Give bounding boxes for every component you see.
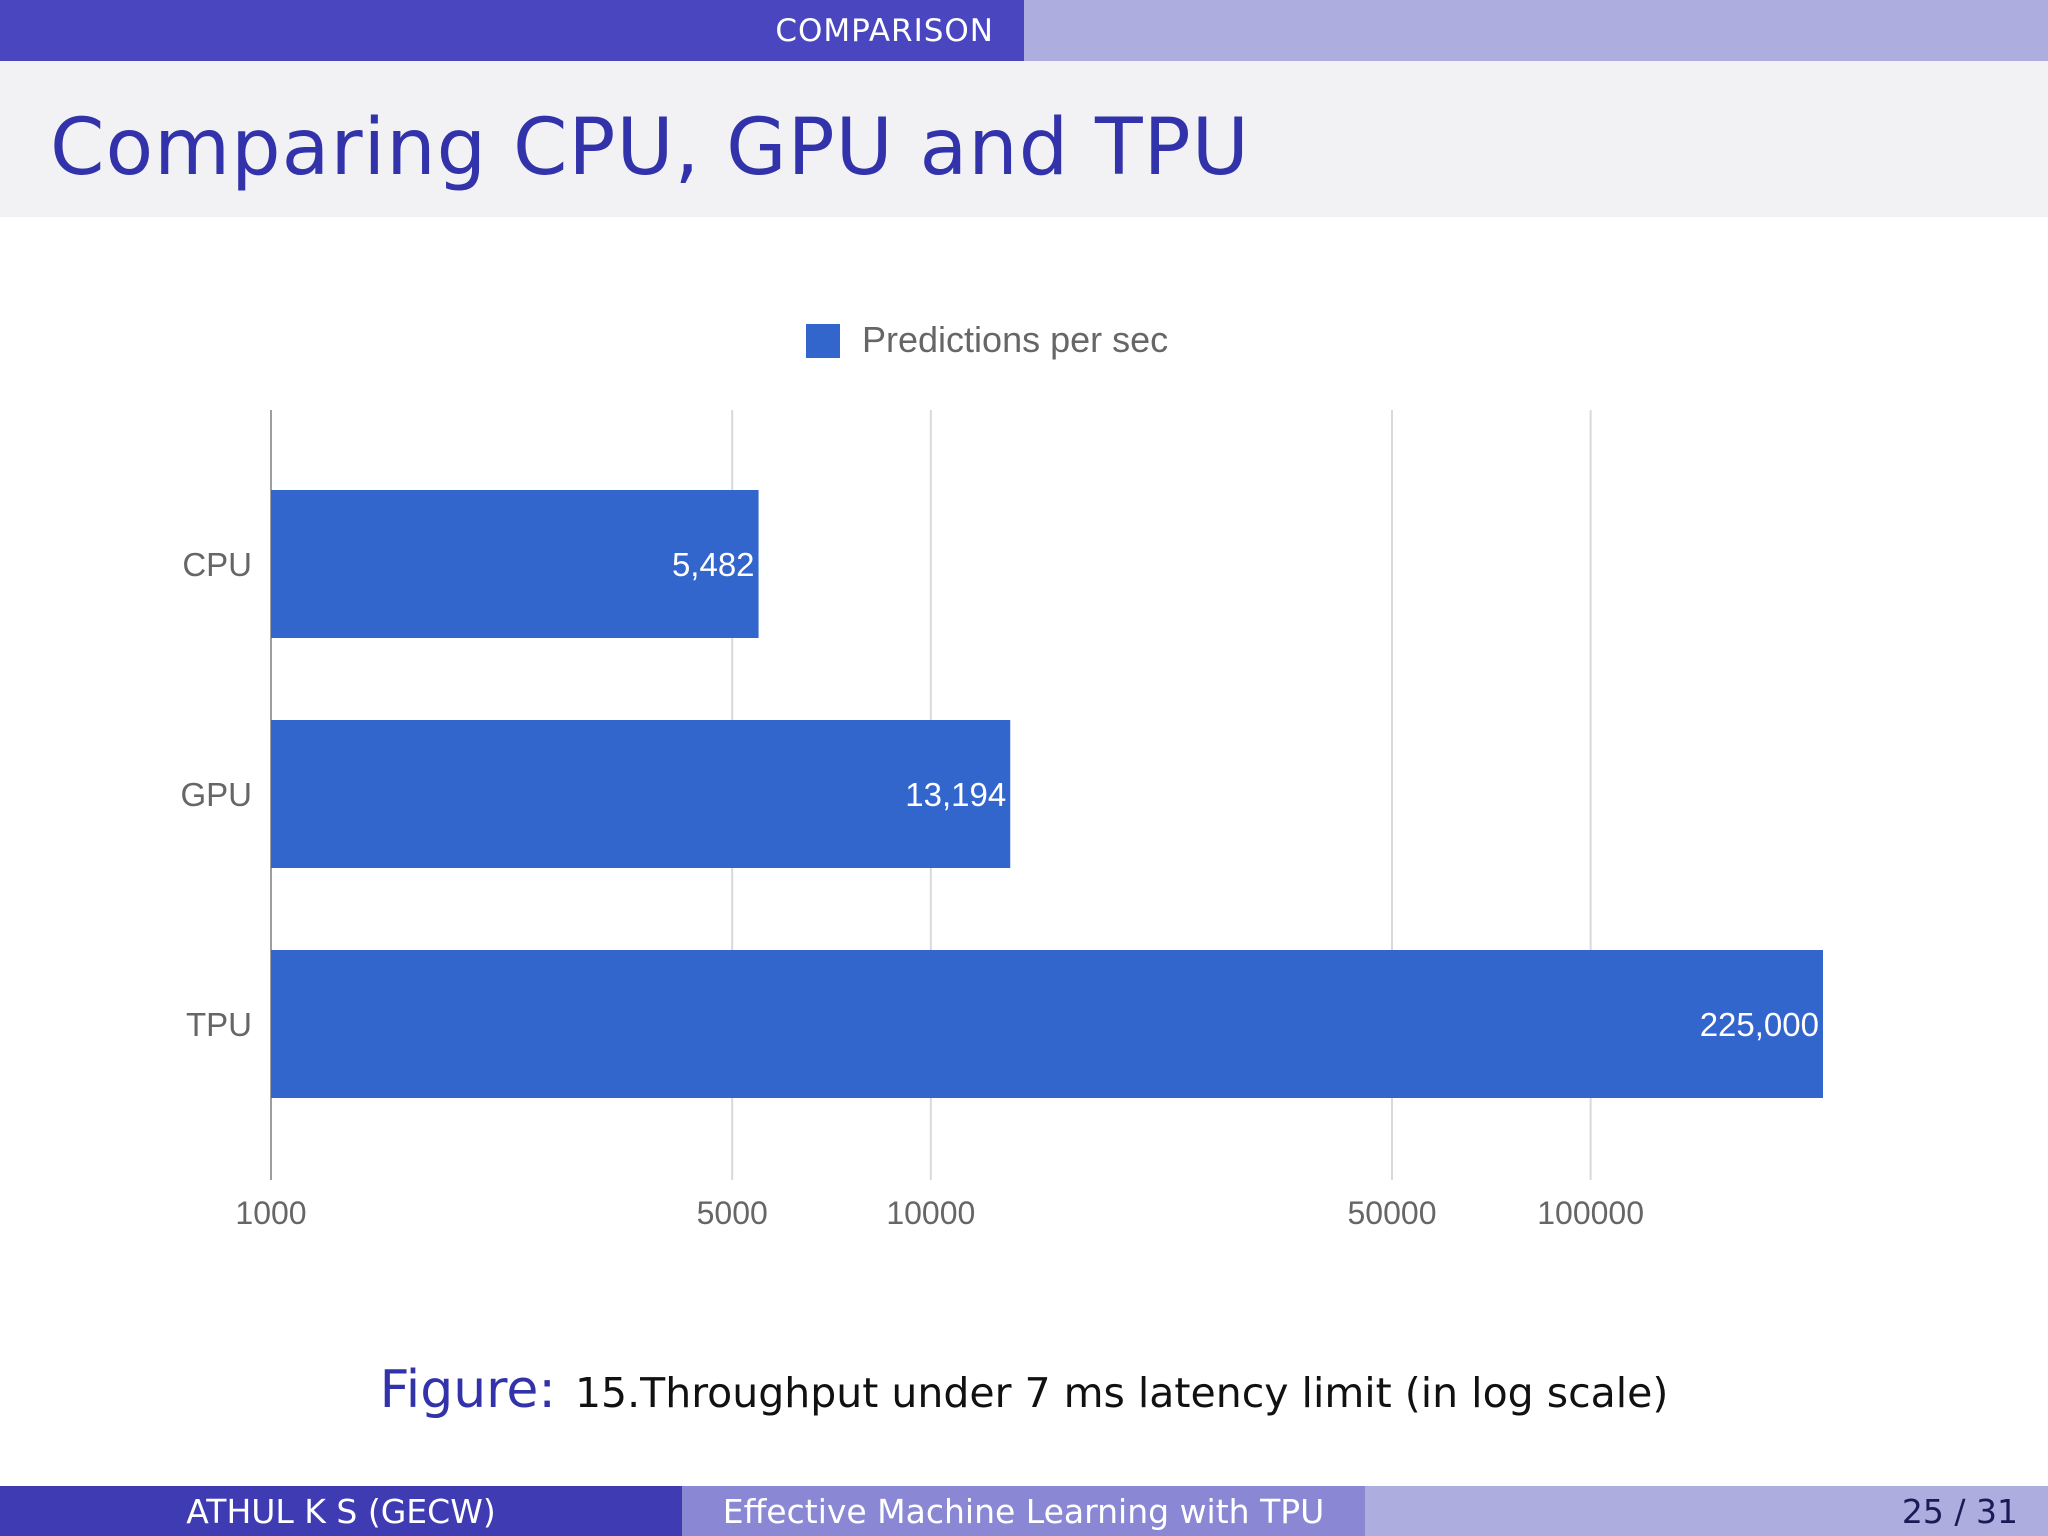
x-tick-label: 5000 [697, 1195, 768, 1231]
x-tick-label: 100000 [1537, 1195, 1644, 1231]
figure-label: Figure: [379, 1360, 556, 1420]
bar-gpu [271, 720, 1011, 868]
bar-tpu [271, 950, 1823, 1098]
title-bar: Comparing CPU, GPU and TPU [0, 61, 2048, 217]
x-tick-label: 1000 [235, 1195, 306, 1231]
footer-page-number: 25 / 31 [1365, 1486, 2048, 1536]
footer-bar: ATHUL K S (GECW) Effective Machine Learn… [0, 1486, 2048, 1536]
legend-swatch [806, 324, 840, 358]
category-label: GPU [180, 776, 252, 813]
x-tick-label: 50000 [1348, 1195, 1437, 1231]
bar-cpu [271, 490, 759, 638]
data-label: 13,194 [905, 776, 1006, 813]
data-label: 5,482 [672, 546, 755, 583]
figure-caption-text: 15.Throughput under 7 ms latency limit (… [574, 1369, 1669, 1417]
data-label: 225,000 [1700, 1006, 1819, 1043]
category-label: TPU [186, 1006, 252, 1043]
legend-label: Predictions per sec [862, 319, 1168, 360]
footer-talk-title: Effective Machine Learning with TPU [682, 1486, 1365, 1536]
section-label: COMPARISON [0, 0, 1024, 61]
slide-title: Comparing CPU, GPU and TPU [50, 103, 1250, 193]
footer-author: ATHUL K S (GECW) [0, 1486, 682, 1536]
x-tick-label: 10000 [886, 1195, 975, 1231]
category-label: CPU [182, 546, 252, 583]
figure-caption: Figure: 15.Throughput under 7 ms latency… [0, 1360, 2048, 1420]
top-navigation-bar: COMPARISON [0, 0, 2048, 61]
